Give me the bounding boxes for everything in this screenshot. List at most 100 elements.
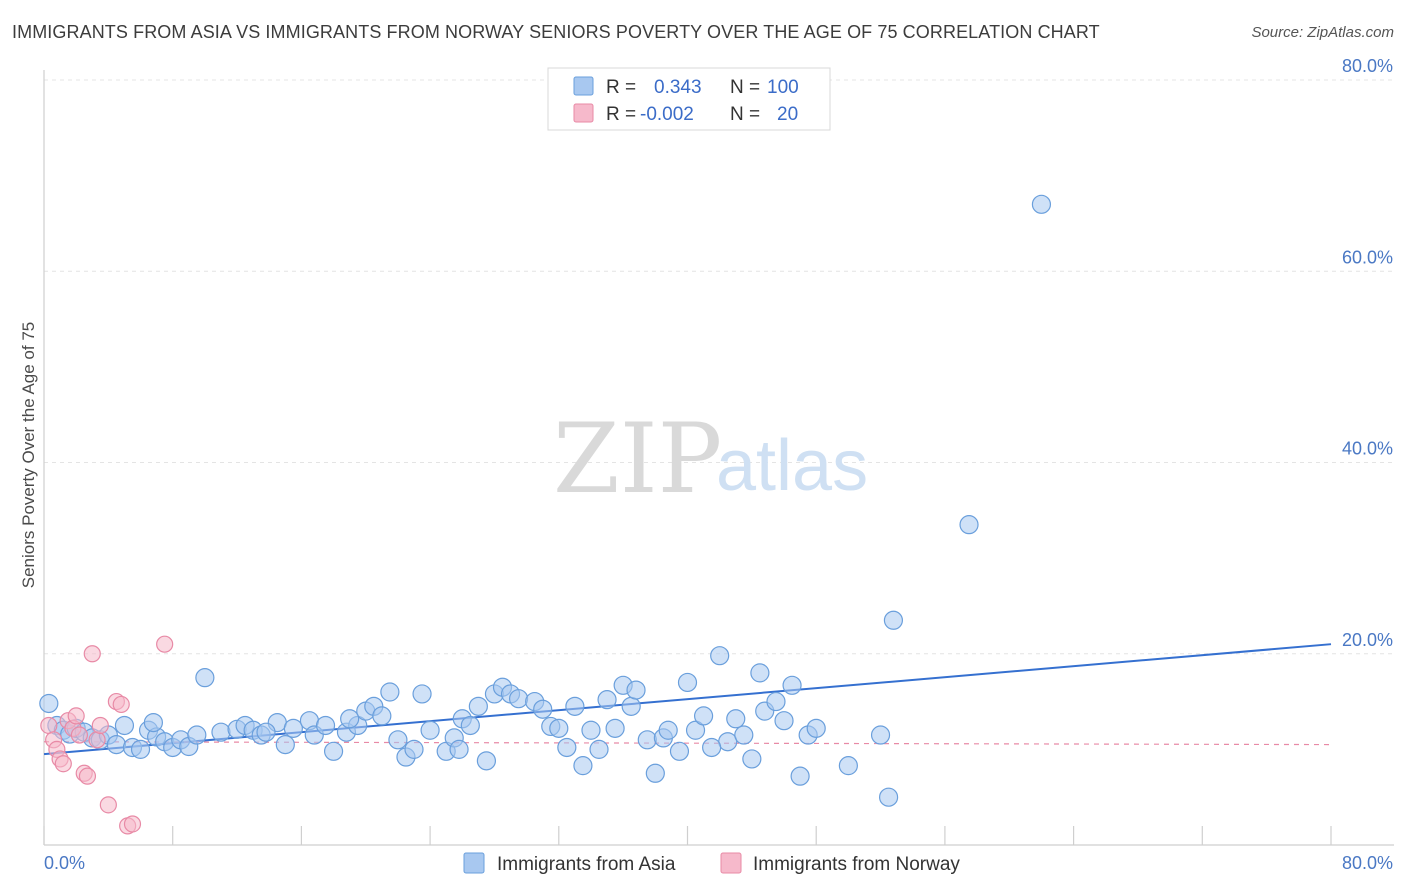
point-asia (870, 725, 891, 745)
point-asia (677, 672, 698, 693)
point-asia (605, 718, 625, 738)
point-asia (1031, 194, 1052, 214)
point-asia (750, 663, 770, 683)
chart-title: IMMIGRANTS FROM ASIA VS IMMIGRANTS FROM … (12, 22, 1100, 42)
point-norway (70, 726, 88, 744)
legend-n-value-asia: 100 (767, 77, 799, 98)
point-asia (718, 732, 738, 752)
data-points (39, 194, 1052, 835)
legend: R = 0.343 N = 100 R = -0.002 N = 20 (547, 67, 831, 131)
source-label: Source: ZipAtlas.com (1251, 24, 1394, 41)
point-asia (420, 720, 440, 740)
point-norway (156, 635, 174, 653)
point-asia (143, 712, 163, 733)
point-asia (380, 682, 400, 702)
point-asia (275, 734, 295, 755)
point-asia (315, 715, 336, 736)
point-asia (959, 515, 979, 535)
bottom-legend-label-asia: Immigrants from Asia (497, 854, 676, 875)
axes (43, 70, 1394, 846)
point-asia (669, 741, 690, 761)
point-asia (468, 696, 488, 716)
point-asia (742, 749, 762, 769)
point-asia (726, 709, 746, 729)
point-asia (734, 725, 754, 745)
point-norway (91, 716, 109, 735)
point-norway (99, 796, 117, 814)
point-asia (685, 720, 706, 740)
point-asia (658, 720, 678, 740)
point-asia (533, 699, 553, 719)
point-asia (323, 741, 344, 761)
legend-r-value-norway: -0.002 (640, 104, 694, 125)
point-asia (581, 720, 601, 740)
legend-n-label-asia: N = (730, 77, 760, 98)
point-asia (693, 706, 714, 726)
y-tick-label: 80.0% (1342, 56, 1393, 76)
point-norway (78, 767, 97, 785)
legend-n-value-norway: 20 (777, 104, 798, 125)
point-asia (508, 689, 529, 709)
grid-lines (44, 79, 1394, 655)
point-norway (112, 695, 130, 714)
point-asia (404, 739, 424, 759)
point-asia (838, 756, 858, 776)
point-asia (106, 734, 126, 755)
x-tick-marks (43, 826, 1332, 845)
point-asia (782, 675, 802, 695)
point-asia (372, 706, 392, 726)
legend-r-label-norway: R = (606, 104, 636, 125)
point-norway (123, 815, 142, 833)
point-asia (883, 610, 904, 630)
point-asia (597, 690, 617, 710)
legend-r-value-asia: 0.343 (654, 77, 702, 98)
point-asia (573, 756, 593, 776)
point-asia (412, 684, 432, 704)
point-asia (621, 696, 641, 716)
y-tick-label: 20.0% (1342, 630, 1393, 650)
point-asia (549, 718, 569, 738)
point-asia (878, 787, 899, 807)
point-norway (83, 645, 101, 663)
point-asia (476, 751, 497, 771)
point-asia (774, 711, 794, 731)
legend-swatch-norway (573, 103, 594, 123)
y-tick-labels: 20.0% 40.0% 60.0% 80.0% (1342, 56, 1393, 650)
point-norway (88, 731, 106, 749)
bottom-legend-label-norway: Immigrants from Norway (753, 854, 960, 875)
point-asia (565, 696, 585, 716)
point-asia (589, 739, 609, 759)
x-tick-label-min: 0.0% (44, 853, 85, 873)
watermark-zip: ZIP (553, 403, 722, 515)
point-asia (645, 763, 665, 783)
point-asia (283, 718, 303, 738)
legend-r-label-asia: R = (606, 77, 636, 98)
point-asia (114, 715, 135, 736)
point-asia (702, 737, 722, 758)
point-asia (187, 725, 207, 745)
y-axis-label: Seniors Poverty Over the Age of 75 (19, 322, 38, 588)
legend-swatch-asia (573, 76, 594, 96)
point-asia (790, 766, 810, 786)
point-asia (211, 722, 231, 742)
point-asia (340, 709, 360, 729)
point-asia (130, 739, 151, 759)
x-tick-label-max: 80.0% (1342, 853, 1393, 873)
point-asia (766, 691, 786, 712)
point-asia (388, 730, 408, 750)
point-asia (710, 646, 730, 666)
trend-line-norway (43, 741, 1332, 746)
legend-n-label-norway: N = (730, 104, 760, 125)
point-asia (39, 693, 59, 714)
point-asia (449, 739, 469, 759)
point-asia (806, 718, 826, 738)
x-tick-labels: 0.0% 80.0% (44, 853, 1393, 873)
point-norway (54, 755, 72, 773)
point-norway (40, 716, 58, 735)
point-asia (195, 668, 215, 688)
point-asia (637, 730, 657, 750)
point-asia (460, 715, 480, 736)
point-asia (256, 722, 276, 742)
bottom-legend-swatch-asia (463, 852, 485, 874)
